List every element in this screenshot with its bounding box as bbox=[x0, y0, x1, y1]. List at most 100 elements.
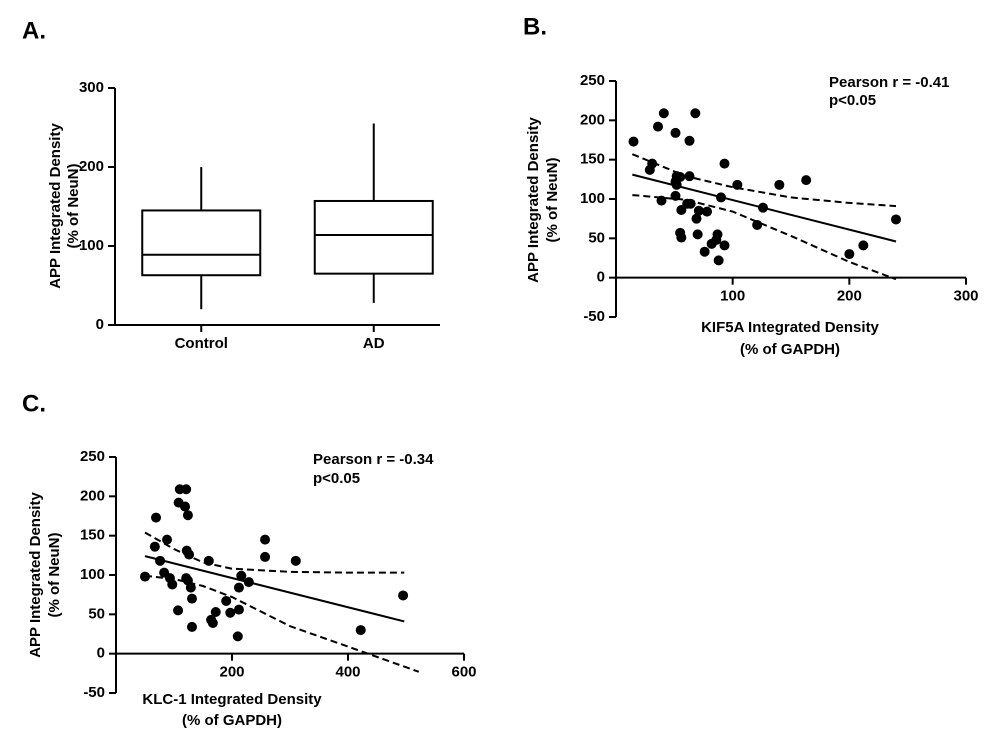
point bbox=[180, 501, 191, 512]
point bbox=[162, 534, 173, 545]
panel-label: A. bbox=[22, 17, 46, 44]
annotation: p<0.05 bbox=[313, 470, 360, 487]
point bbox=[719, 240, 730, 251]
y-tick-label: 200 bbox=[580, 111, 605, 128]
point bbox=[676, 232, 687, 243]
point bbox=[232, 631, 243, 642]
point bbox=[693, 205, 704, 216]
y-axis-label: (% of NeuN) bbox=[544, 158, 561, 243]
point bbox=[644, 164, 655, 175]
point bbox=[260, 551, 271, 562]
point bbox=[184, 549, 195, 560]
point bbox=[167, 579, 178, 590]
x-tick-label: 300 bbox=[953, 288, 978, 305]
panel-label: C. bbox=[22, 390, 46, 417]
x-tick-label: 400 bbox=[335, 664, 360, 681]
y-tick-label: 150 bbox=[580, 151, 605, 168]
point bbox=[801, 175, 812, 186]
y-tick-label: 250 bbox=[580, 72, 605, 89]
panel-label: B. bbox=[523, 13, 547, 40]
x-axis-label: KIF5A Integrated Density bbox=[701, 319, 879, 336]
y-tick-label: 50 bbox=[588, 229, 605, 246]
point bbox=[181, 484, 192, 495]
y-tick-label: 100 bbox=[79, 237, 104, 254]
y-tick-label: 100 bbox=[80, 566, 105, 583]
point bbox=[233, 604, 244, 615]
y-tick-label: -50 bbox=[583, 308, 605, 325]
point bbox=[398, 590, 409, 601]
x-axis-label: KLC-1 Integrated Density bbox=[142, 691, 322, 708]
x-tick-label: Control bbox=[175, 335, 228, 352]
point bbox=[732, 179, 743, 190]
point bbox=[186, 593, 197, 604]
point bbox=[151, 512, 162, 523]
point bbox=[858, 240, 869, 251]
annotation: Pearson r = -0.41 bbox=[829, 74, 949, 91]
x-tick-label: 200 bbox=[837, 288, 862, 305]
point bbox=[752, 219, 763, 230]
point bbox=[233, 582, 244, 593]
point bbox=[844, 249, 855, 260]
point bbox=[676, 205, 687, 216]
y-tick-label: 250 bbox=[80, 448, 105, 465]
point bbox=[185, 582, 196, 593]
confidence-band bbox=[631, 153, 897, 208]
point bbox=[891, 214, 901, 225]
point bbox=[210, 606, 221, 617]
point bbox=[713, 255, 724, 266]
point bbox=[207, 617, 218, 628]
point bbox=[628, 136, 639, 147]
y-axis-label: (% of NeuN) bbox=[65, 164, 82, 249]
point bbox=[699, 246, 710, 257]
y-tick-label: 300 bbox=[79, 79, 104, 96]
y-tick-label: 0 bbox=[597, 269, 605, 286]
x-tick-label: 200 bbox=[219, 664, 244, 681]
y-tick-label: 50 bbox=[88, 605, 105, 622]
regression-line bbox=[144, 555, 405, 623]
point bbox=[260, 534, 271, 545]
y-tick-label: 150 bbox=[80, 527, 105, 544]
y-tick-label: 200 bbox=[79, 158, 104, 175]
point bbox=[702, 206, 712, 217]
point bbox=[670, 127, 681, 138]
point bbox=[182, 510, 193, 521]
y-tick-label: 0 bbox=[97, 645, 105, 662]
y-axis-label: APP Integrated Density bbox=[47, 123, 64, 289]
y-tick-label: 200 bbox=[80, 487, 105, 504]
point bbox=[691, 213, 702, 224]
point bbox=[355, 625, 366, 636]
point bbox=[290, 555, 301, 566]
point bbox=[658, 108, 669, 119]
y-tick-label: -50 bbox=[83, 684, 105, 701]
point bbox=[774, 179, 785, 190]
annotation: p<0.05 bbox=[829, 92, 876, 109]
x-axis-label: (% of GAPDH) bbox=[182, 712, 282, 729]
y-axis-label: (% of NeuN) bbox=[46, 533, 63, 618]
point bbox=[221, 595, 232, 606]
point bbox=[692, 229, 703, 240]
point bbox=[236, 570, 247, 581]
point bbox=[690, 108, 701, 119]
annotation: Pearson r = -0.34 bbox=[313, 451, 434, 468]
confidence-band bbox=[632, 194, 897, 281]
regression-line bbox=[632, 173, 897, 243]
confidence-band bbox=[144, 531, 405, 574]
y-tick-label: 100 bbox=[580, 190, 605, 207]
x-axis-label: (% of GAPDH) bbox=[740, 341, 840, 358]
point bbox=[149, 541, 160, 552]
box bbox=[141, 209, 262, 277]
point bbox=[684, 135, 695, 146]
point bbox=[225, 607, 236, 618]
box bbox=[313, 199, 434, 275]
x-tick-label: 100 bbox=[720, 288, 745, 305]
point bbox=[719, 158, 730, 169]
x-tick-label: 600 bbox=[451, 664, 476, 681]
point bbox=[706, 238, 717, 249]
point bbox=[186, 621, 197, 632]
y-tick-label: 0 bbox=[96, 316, 104, 333]
point bbox=[173, 605, 184, 616]
confidence-band bbox=[144, 574, 420, 673]
point bbox=[653, 121, 663, 132]
y-axis-label: APP Integrated Density bbox=[27, 492, 44, 658]
